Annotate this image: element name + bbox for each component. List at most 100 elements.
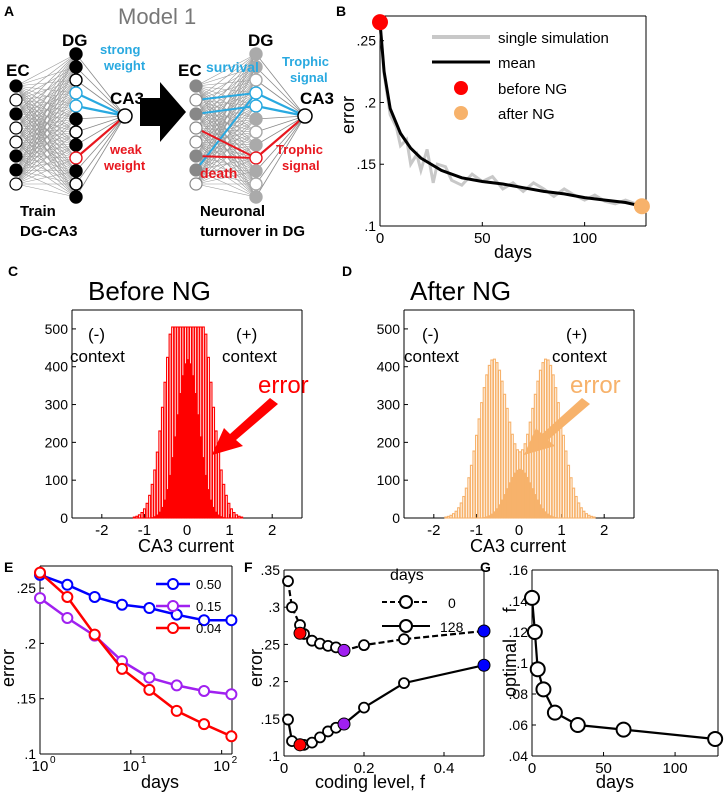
ec-neuron [9, 93, 23, 107]
panel-d-overlap-bar [529, 482, 533, 518]
ec-neuron [189, 121, 203, 135]
ec-neuron [189, 107, 203, 121]
turnover-network [189, 47, 313, 204]
legend-day128-marker [399, 619, 413, 633]
panel-d-histogram-bar [467, 477, 471, 519]
panel-f-highlight-marker [477, 624, 491, 638]
panel-e-marker [61, 578, 74, 591]
ec-dg-connection [15, 144, 77, 157]
ec-dg-connection [15, 99, 77, 146]
panel-e-legend-label: 0.15 [196, 599, 221, 614]
panel-d-histogram-bar [477, 418, 481, 519]
panel-d-overlap-bar [493, 511, 497, 518]
panel-e-xtick-exp: 2 [232, 755, 238, 766]
ec-dg-connection [195, 53, 257, 171]
panel-c-histogram-bar [232, 511, 236, 519]
panel-c-histogram-bar [140, 511, 144, 519]
ec-dg-connection [15, 105, 77, 129]
ec-dg-connection [195, 131, 257, 171]
panel-c-histogram-bar [160, 406, 164, 519]
panel-e-marker [34, 592, 46, 605]
ec-dg-connection [15, 92, 77, 185]
ec-dg-connection [15, 157, 77, 185]
ec-dg-connection [195, 118, 257, 129]
ec-dg-connection [15, 99, 77, 172]
ec-dg-connection [195, 169, 257, 198]
ec-dg-connection [15, 113, 77, 172]
ec-dg-connection [15, 53, 77, 115]
ec-neuron [189, 79, 203, 93]
ec-dg-connection [15, 99, 77, 133]
dg-neuron [69, 112, 83, 126]
panel-c-histogram-bar [145, 502, 149, 519]
dg-neuron [249, 151, 263, 165]
dg-ca3-connection [75, 115, 126, 185]
panel-c-overlap-bar [194, 393, 198, 518]
ec-dg-connection [15, 169, 77, 198]
legend-day0-label: 0 [448, 595, 456, 611]
panel-e-xtick-label: 10 [122, 758, 139, 775]
panel-c-error-arrow [212, 398, 278, 455]
panel-e-marker [116, 662, 129, 675]
ec-dg-connection [15, 85, 77, 146]
panel-d-histogram-bar [495, 362, 499, 519]
panel-f-marker [282, 713, 294, 726]
panel-e-marker [116, 598, 129, 611]
legend-before-swatch [454, 81, 468, 95]
ec-dg-connection [15, 113, 77, 133]
dg-ca3-connection [75, 115, 126, 172]
panel-c-xtick-label: -1 [138, 522, 151, 539]
panel-e-ytick-label: .1 [24, 746, 36, 762]
panel-f-highlight-marker [293, 626, 307, 640]
panel-e-marker [198, 684, 211, 697]
panel-d-overlap-bar [483, 517, 487, 518]
panel-c-histogram-bar [148, 494, 152, 519]
panel-d-histogram-bar [472, 450, 476, 519]
panel-d-ytick-label: 0 [392, 510, 400, 526]
panel-e-ylabel: error [0, 649, 18, 687]
panel-d-histogram-bar [446, 515, 450, 519]
dg-neuron [69, 86, 83, 100]
ec-dg-connection [15, 105, 77, 143]
dg-neuron [249, 190, 263, 204]
ec-dg-connection [15, 53, 77, 87]
survival-connection [195, 92, 257, 101]
ec-dg-connection [195, 105, 257, 129]
ec-dg-connection [15, 169, 77, 172]
ec-neuron [9, 177, 23, 191]
ca3-neuron [297, 108, 313, 124]
panel-a-letter: A [4, 3, 14, 19]
panel-d-title: After NG [410, 276, 511, 306]
panel-g-marker [524, 589, 540, 606]
ec-dg-connection [15, 131, 77, 143]
legend-day128-label: 128 [440, 619, 464, 635]
panel-f-ytick-label: .1 [268, 748, 280, 764]
panel-d-xtick-label: 2 [600, 522, 608, 539]
panel-f-ytick-label: .3 [268, 599, 280, 615]
ec-label-left: EC [6, 61, 30, 80]
ec-dg-connection [15, 99, 77, 107]
ec-dg-connection [195, 85, 257, 185]
ec-dg-connection [15, 105, 77, 115]
panel-c-annot-neg-1: (-) [88, 325, 105, 344]
panel-d-histogram-bar [561, 434, 565, 519]
panel-d-histogram-bar [459, 502, 463, 519]
panel-d-histogram-bar [579, 507, 583, 519]
panel-d-histogram-bar [500, 380, 504, 519]
panel-b-chart: B error days single simulation mean befo… [336, 3, 650, 262]
panel-c-histogram-bar [219, 469, 223, 519]
panel-d-histogram-bar [498, 369, 502, 519]
trophic-bottom-line2: signal [282, 158, 320, 173]
panel-e-marker [225, 614, 238, 627]
panel-d-overlap-bar [488, 515, 492, 518]
dg-ca3-connection [75, 115, 126, 159]
caption-right-line2: turnover in DG [200, 223, 305, 240]
dg-ca3-connection [255, 92, 306, 117]
ec-dg-connection [195, 99, 257, 159]
panel-c-chart: C Before NG (-) context (+) context erro… [8, 263, 309, 556]
dg-ca3-connection [255, 79, 306, 117]
panel-e-xlabel: days [141, 772, 179, 792]
panel-d-overlap-bar [490, 513, 494, 518]
ec-dg-connection [15, 53, 77, 129]
ec-dg-connection [195, 113, 257, 185]
